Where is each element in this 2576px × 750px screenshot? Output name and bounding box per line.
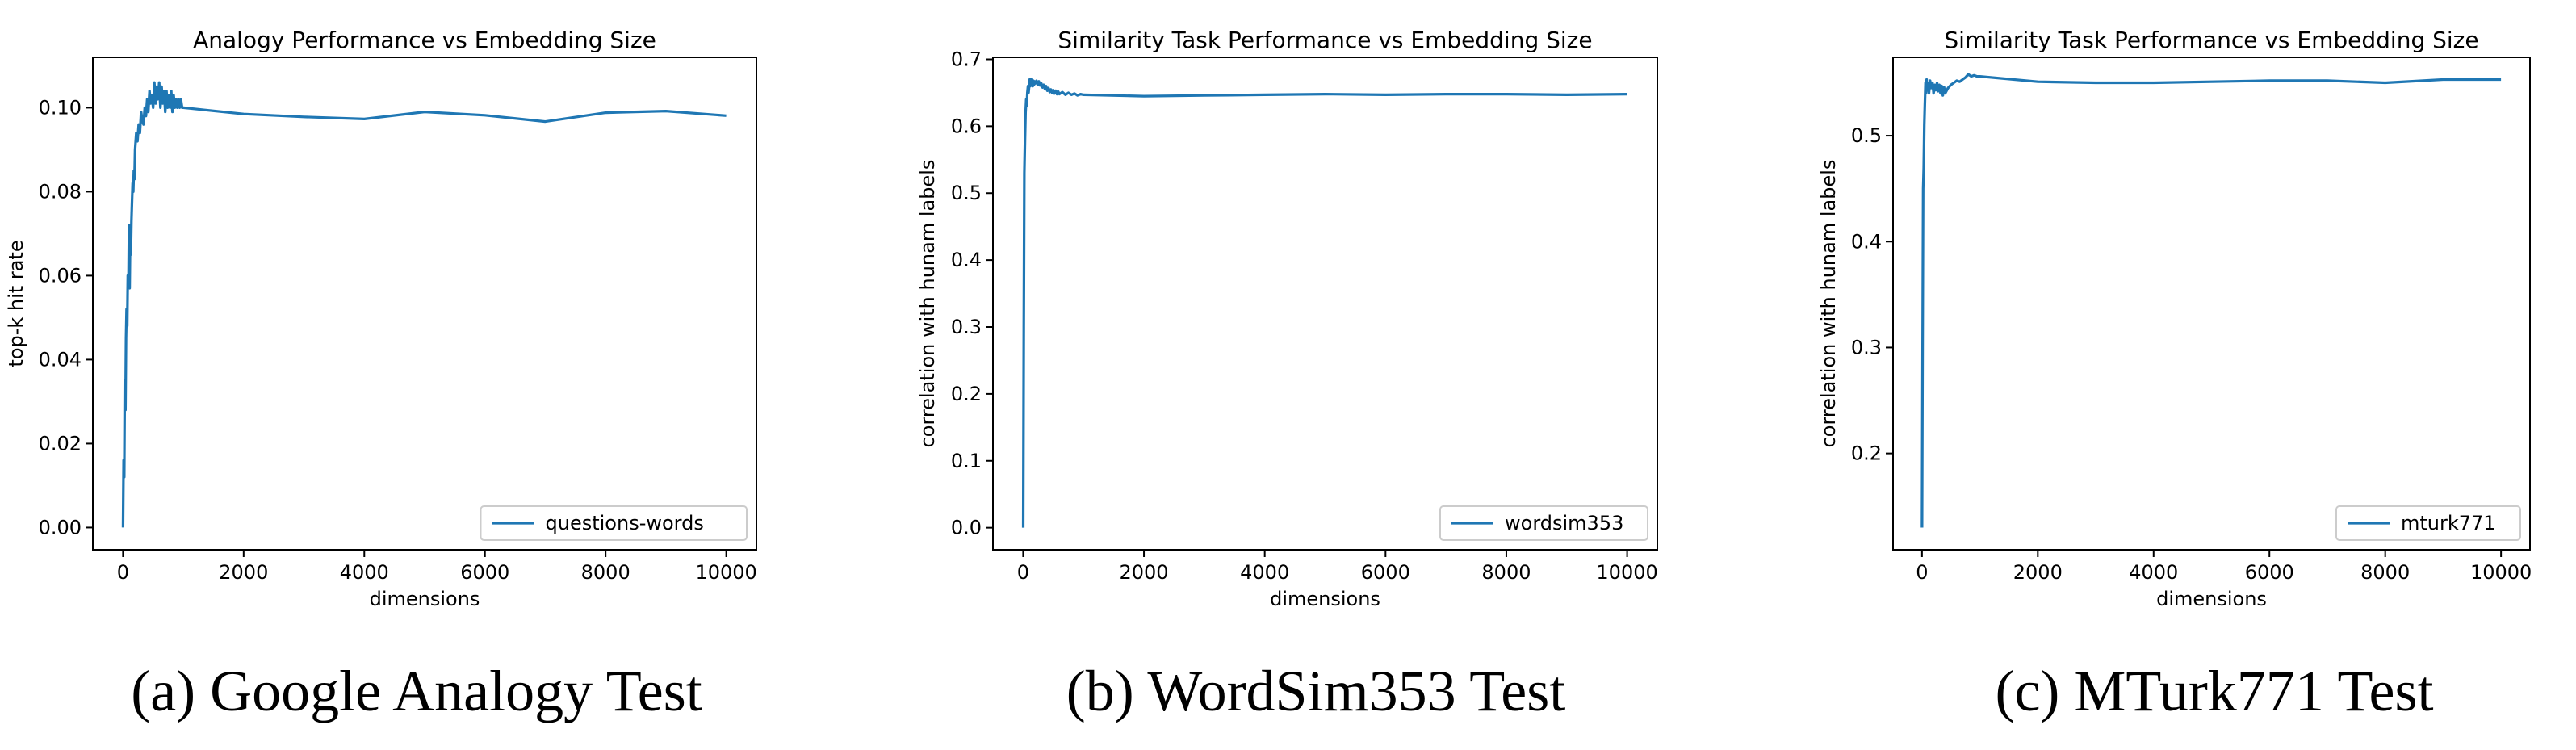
figure-caption: (b) WordSim353 Test xyxy=(1066,659,1566,723)
x-tick-label: 2000 xyxy=(1120,561,1169,584)
plot-frame xyxy=(992,57,1658,551)
x-axis-label: dimensions xyxy=(370,588,480,610)
chart-title: Similarity Task Performance vs Embedding… xyxy=(1058,27,1592,53)
y-tick-label: 0.2 xyxy=(1851,442,1882,465)
legend: wordsim353 xyxy=(1439,505,1648,541)
series-line-questions-words xyxy=(121,81,727,528)
series-line-wordsim353 xyxy=(1021,78,1627,528)
chart-panel-3: Similarity Task Performance vs Embedding… xyxy=(1817,27,2532,723)
y-tick-label: 0.02 xyxy=(39,432,82,455)
plot-frame xyxy=(92,57,757,551)
x-tick-label: 2000 xyxy=(219,561,268,584)
legend-box xyxy=(2335,505,2521,541)
y-tick-label: 0.4 xyxy=(1851,230,1882,253)
x-axis-label: dimensions xyxy=(2156,588,2267,610)
legend-label: mturk771 xyxy=(2401,512,2496,534)
x-tick-label: 10000 xyxy=(1596,561,1657,584)
y-tick-label: 0.00 xyxy=(39,516,82,538)
y-tick-label: 0.06 xyxy=(39,264,82,287)
y-tick-label: 0.1 xyxy=(951,450,982,472)
y-tick-label: 0.10 xyxy=(39,96,82,119)
chart-title: Similarity Task Performance vs Embedding… xyxy=(1944,27,2478,53)
x-tick-label: 10000 xyxy=(2470,561,2532,584)
x-tick-label: 10000 xyxy=(695,561,756,584)
y-tick-label: 0.3 xyxy=(951,316,982,338)
x-tick-label: 8000 xyxy=(2360,561,2410,584)
plot-frame xyxy=(1892,57,2531,551)
x-tick-label: 0 xyxy=(117,561,129,584)
x-tick-label: 4000 xyxy=(1240,561,1289,584)
y-axis-label: correlation with hunam labels xyxy=(916,160,939,448)
figure-caption: (a) Google Analogy Test xyxy=(131,659,702,723)
figure-caption: (c) MTurk771 Test xyxy=(1996,659,2434,723)
y-axis-label: top-k hit rate xyxy=(5,240,27,367)
x-tick-label: 8000 xyxy=(581,561,630,584)
y-tick-label: 0.2 xyxy=(951,383,982,405)
y-tick-label: 0.7 xyxy=(951,48,982,70)
y-tick-label: 0.3 xyxy=(1851,336,1882,358)
legend: questions-words xyxy=(480,505,748,541)
x-tick-label: 6000 xyxy=(2245,561,2294,584)
y-tick-label: 0.08 xyxy=(39,180,82,203)
chart-title: Analogy Performance vs Embedding Size xyxy=(193,27,656,53)
x-tick-label: 0 xyxy=(1017,561,1029,584)
x-tick-label: 6000 xyxy=(1361,561,1410,584)
legend-label: questions-words xyxy=(546,512,704,534)
x-tick-label: 4000 xyxy=(340,561,389,584)
chart-panel-2: Similarity Task Performance vs Embedding… xyxy=(916,27,1658,723)
legend-box xyxy=(480,505,748,541)
x-axis-label: dimensions xyxy=(1270,588,1380,610)
legend-box xyxy=(1439,505,1648,541)
y-tick-label: 0.4 xyxy=(951,249,982,271)
x-tick-label: 6000 xyxy=(460,561,509,584)
x-tick-label: 2000 xyxy=(2013,561,2063,584)
chart-panel-1: Analogy Performance vs Embedding Size 0 20… xyxy=(5,27,757,723)
y-tick-label: 0.04 xyxy=(39,348,82,371)
legend-label: wordsim353 xyxy=(1505,512,1623,534)
y-tick-label: 0.0 xyxy=(951,517,982,539)
legend: mturk771 xyxy=(2335,505,2521,541)
x-tick-label: 0 xyxy=(1916,561,1928,584)
y-tick-label: 0.5 xyxy=(951,182,982,204)
x-tick-label: 4000 xyxy=(2129,561,2178,584)
y-tick-label: 0.6 xyxy=(951,115,982,137)
y-axis-label: correlation with hunam labels xyxy=(1817,160,1840,448)
series-line-mturk771 xyxy=(1920,73,2502,528)
x-tick-label: 8000 xyxy=(1481,561,1531,584)
y-tick-label: 0.5 xyxy=(1851,124,1882,147)
